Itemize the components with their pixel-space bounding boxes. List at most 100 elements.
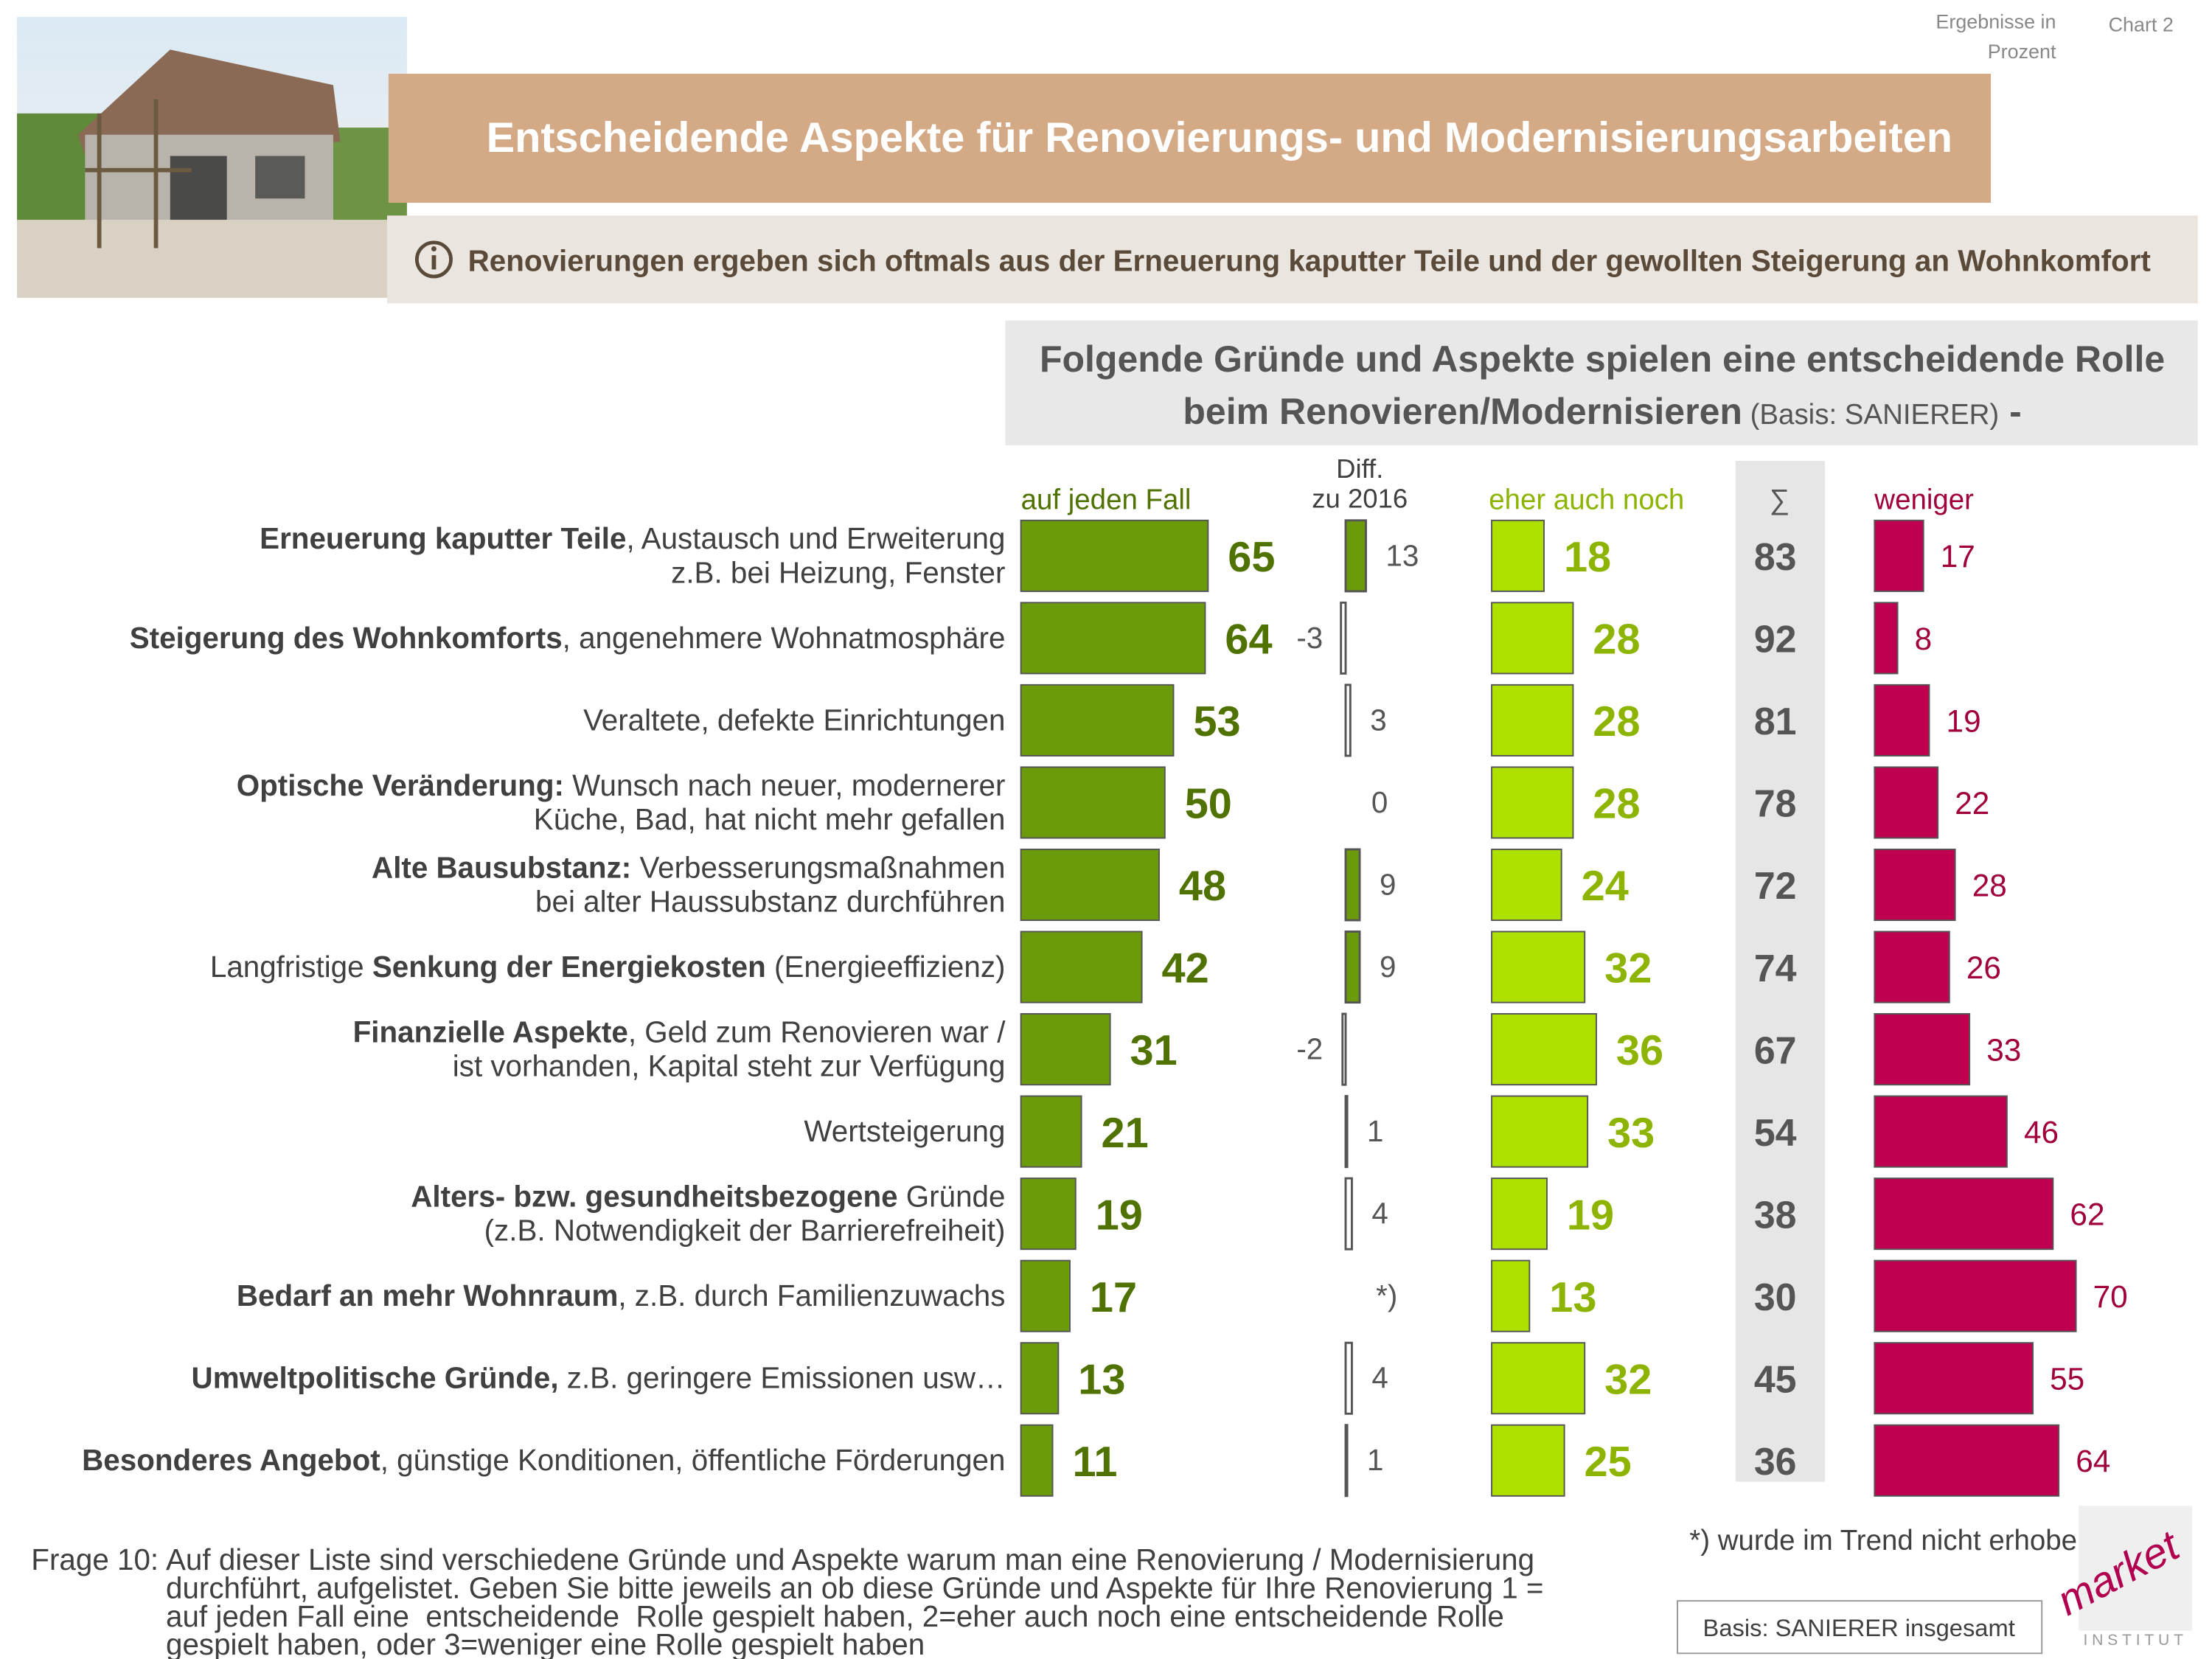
page-note: Prozent	[1988, 41, 2056, 63]
value-label: 8	[1915, 622, 1933, 656]
bar	[1020, 1342, 1060, 1415]
value-label: 13	[1549, 1274, 1596, 1321]
value-label: 28	[1593, 698, 1640, 745]
heading: beim Renovieren/Modernisieren (Basis: SA…	[1183, 391, 2021, 432]
heading: Folgende Gründe und Aspekte spielen eine…	[1040, 338, 2165, 380]
value-label: 9	[1380, 950, 1396, 984]
value-label: 30	[1754, 1276, 1797, 1319]
category-label: (z.B. Notwendigkeit der Barrierefreiheit…	[484, 1214, 1006, 1248]
category-label-part: Alters- bzw. gesundheitsbezogene	[411, 1180, 897, 1214]
diff-bar	[1344, 1177, 1353, 1251]
category-label-part: Küche, Bad, hat nicht mehr gefallen	[534, 802, 1006, 836]
bar	[1874, 1259, 2077, 1332]
value-label: -2	[1296, 1032, 1323, 1066]
series-header: ∑	[1770, 484, 1790, 515]
value-label: 42	[1162, 945, 1209, 992]
value-label: 1	[1367, 1114, 1383, 1148]
value-label: *)	[1376, 1279, 1397, 1312]
basis-box	[1677, 1600, 2043, 1655]
heading-box	[1005, 320, 2198, 445]
bar	[1491, 1259, 1531, 1332]
bar	[1020, 519, 1209, 592]
bar	[1874, 766, 1939, 839]
category-label-part: Bedarf an mehr Wohnraum	[237, 1279, 618, 1312]
value-label: 64	[2076, 1444, 2110, 1478]
value-label: 46	[2024, 1115, 2059, 1150]
category-label-part: , günstige Konditionen, öffentliche Förd…	[380, 1443, 1006, 1477]
basis: Basis: SANIERER insgesamt	[1703, 1614, 2015, 1641]
bar	[1020, 848, 1160, 922]
value-label: 62	[2070, 1197, 2104, 1232]
value-label: 17	[1941, 539, 1975, 574]
bar	[1874, 602, 1899, 675]
page-note: Ergebnisse in	[1935, 10, 2056, 32]
question-line: auf jeden Fall eine entscheidende Rolle …	[166, 1599, 1504, 1633]
bar	[1020, 1178, 1077, 1251]
value-label: 19	[1567, 1192, 1614, 1239]
diff-bar	[1344, 1095, 1349, 1169]
bar	[1491, 519, 1545, 592]
series-header: Diff. zu 2016	[1312, 453, 1408, 513]
value-label: 32	[1604, 945, 1652, 992]
category-label: Bedarf an mehr Wohnraum, z.B. durch Fami…	[237, 1279, 1006, 1312]
value-label: 64	[1225, 616, 1272, 664]
category-label-part: Veraltete, defekte Einrichtungen	[583, 703, 1005, 737]
value-label: 3	[1370, 703, 1386, 737]
info-text: Renovierungen ergeben sich oftmals aus d…	[468, 243, 2151, 277]
bar	[1491, 1342, 1586, 1415]
bar	[1874, 931, 1950, 1004]
bar	[1874, 1095, 2008, 1168]
bar	[1020, 931, 1143, 1004]
heading: -	[1999, 391, 2022, 432]
category-label: Küche, Bad, hat nicht mehr gefallen	[534, 802, 1006, 836]
category-label-part: Wunsch nach neuer, modernerer	[564, 768, 1006, 802]
bar	[1491, 931, 1586, 1004]
value-label: 21	[1102, 1110, 1149, 1157]
category-label: Alters- bzw. gesundheitsbezogene Gründe	[411, 1180, 1005, 1214]
heading-basis: (Basis: SANIERER)	[1742, 399, 1999, 431]
category-label-part: Steigerung des Wohnkomforts	[130, 621, 563, 655]
category-label-part: Besonderes Angebot	[82, 1443, 380, 1477]
question: Auf dieser Liste sind verschiedene Gründ…	[166, 1543, 1544, 1659]
photo	[17, 17, 407, 298]
trend-note: *) wurde im Trend nicht erhoben	[1689, 1525, 2093, 1557]
value-label: 9	[1380, 867, 1396, 901]
question-line: gespielt haben, oder 3=weniger eine Roll…	[166, 1627, 925, 1659]
category-label-part: , Geld zum Renovieren war /	[628, 1015, 1006, 1048]
category-label: ist vorhanden, Kapital steht zur Verfügu…	[453, 1049, 1006, 1083]
value-label: 28	[1593, 616, 1640, 664]
info-bar	[387, 215, 2198, 304]
value-label: 28	[1593, 781, 1640, 828]
category-label-part: z.B. geringere Emissionen usw…	[559, 1361, 1006, 1395]
value-label: 54	[1754, 1112, 1797, 1155]
title-bar	[388, 74, 1991, 203]
category-label-part: Finanzielle Aspekte	[353, 1015, 628, 1048]
bar	[1491, 1178, 1548, 1251]
diff-bar	[1344, 684, 1352, 757]
category-label: Finanzielle Aspekte, Geld zum Renovieren…	[353, 1015, 1006, 1048]
category-label-part: Langfristige	[210, 950, 372, 984]
bar	[1020, 1013, 1111, 1086]
value-label: 45	[1754, 1358, 1797, 1401]
bar	[1874, 1013, 1971, 1086]
category-label-part: z.B. bei Heizung, Fenster	[671, 555, 1005, 589]
value-label: 22	[1955, 786, 1989, 821]
title: Entscheidende Aspekte für Renovierungs- …	[487, 114, 1952, 161]
chart: Erneuerung kaputter Teile, Austausch und…	[82, 453, 2128, 1498]
category-label-part: (Energieeffizienz)	[766, 950, 1006, 984]
bar	[1491, 848, 1562, 922]
bar	[1020, 766, 1166, 839]
series-header: auf jeden Fall	[1021, 484, 1192, 515]
diff-bar	[1341, 1012, 1347, 1086]
category-label: bei alter Haussubstanz durchführen	[535, 885, 1005, 919]
question-line: Auf dieser Liste sind verschiedene Gründ…	[166, 1543, 1534, 1576]
bar	[1020, 1424, 1054, 1497]
bar	[1020, 1259, 1071, 1332]
diff-bar	[1344, 519, 1367, 593]
bar	[1020, 684, 1175, 757]
value-label: 19	[1096, 1192, 1143, 1239]
value-label: 26	[1966, 950, 2001, 985]
bar	[1491, 684, 1574, 757]
value-label: 28	[1972, 868, 2007, 902]
category-label-part: , z.B. durch Familienzuwachs	[618, 1279, 1005, 1312]
